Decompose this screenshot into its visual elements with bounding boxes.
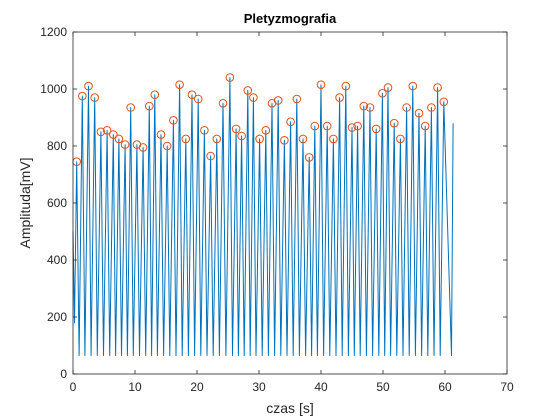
y-tick-label: 400	[47, 253, 67, 267]
peak-marker	[145, 101, 154, 111]
signal-layer	[72, 77, 454, 356]
peak-marker	[109, 130, 118, 139]
peak-marker	[218, 99, 228, 108]
axes	[72, 31, 508, 375]
peak-marker	[84, 81, 93, 91]
y-tick-label: 1200	[40, 25, 67, 39]
peak-marker	[316, 80, 326, 89]
peak-marker	[120, 140, 130, 149]
peak-marker	[420, 121, 430, 131]
peak-marker	[212, 134, 222, 144]
x-tick-label: 60	[438, 380, 452, 394]
peak-marker	[138, 143, 148, 152]
peak-marker	[389, 118, 399, 128]
peak-marker	[383, 83, 393, 92]
peak-marker	[286, 117, 295, 127]
peak-marker	[304, 153, 314, 162]
x-tick-label: 10	[128, 380, 142, 394]
peak-marker	[335, 93, 344, 102]
peak-marker	[126, 103, 135, 112]
peak-marker	[359, 101, 369, 111]
signal-line	[72, 77, 454, 356]
peak-marker	[169, 116, 178, 125]
peak-marker	[193, 94, 203, 104]
peak-marker	[378, 89, 387, 98]
x-tick-label: 0	[70, 380, 77, 394]
peak-marker	[96, 127, 106, 137]
peak-marker	[439, 97, 449, 107]
peak-marker	[353, 121, 362, 131]
peak-marker	[280, 136, 289, 145]
peak-marker	[427, 103, 436, 112]
peak-marker	[365, 103, 375, 112]
x-axis-label: czas [s]	[266, 400, 313, 416]
peak-marker	[261, 126, 271, 135]
x-tick-label: 70	[500, 380, 514, 394]
peak-marker	[341, 81, 351, 91]
peak-marker	[249, 93, 258, 102]
peak-marker	[237, 131, 246, 141]
y-tick-label: 1000	[40, 82, 67, 96]
x-tick-label: 40	[314, 380, 328, 394]
y-tick-label: 600	[47, 196, 67, 210]
x-tick-label: 30	[252, 380, 266, 394]
peak-marker	[206, 151, 215, 161]
peak-marker	[225, 73, 235, 82]
y-tick-label: 800	[47, 139, 67, 153]
peak-marker	[200, 126, 209, 135]
peak-marker	[231, 124, 241, 134]
peak-marker	[150, 90, 160, 99]
peak-marker	[329, 134, 338, 144]
peak-marker	[187, 90, 197, 99]
peak-marker	[371, 124, 381, 134]
peak-marker	[156, 130, 166, 139]
peak-marker	[322, 121, 332, 131]
peak-marker	[255, 134, 264, 144]
y-tick-label: 0	[60, 367, 67, 381]
peak-marker	[298, 134, 308, 144]
peak-marker	[347, 123, 357, 132]
peak-marker	[402, 103, 411, 112]
chart-title: Pletyzmografia	[244, 11, 337, 26]
x-tick-label: 50	[376, 380, 390, 394]
peak-marker	[433, 83, 442, 92]
y-axis-label: Amplituda[mV]	[17, 157, 33, 248]
peak-marker	[292, 94, 302, 104]
peak-marker	[408, 81, 418, 91]
peak-markers	[72, 73, 449, 166]
x-tick-label: 20	[190, 380, 204, 394]
peak-marker	[78, 91, 87, 101]
peak-marker	[175, 80, 184, 89]
peak-marker	[90, 93, 99, 102]
peak-marker	[310, 121, 320, 131]
peak-marker	[181, 134, 191, 144]
peak-marker	[114, 134, 124, 144]
peak-marker	[162, 141, 172, 151]
peak-marker	[102, 126, 112, 135]
y-tick-label: 200	[47, 310, 67, 324]
tick-labels: 0 10 20 30 40 50 60 70 0 200 400 600 800 1000 1200	[40, 25, 514, 394]
peak-marker	[273, 96, 283, 105]
peak-marker	[243, 86, 253, 95]
peak-marker	[414, 108, 424, 118]
peak-marker	[396, 134, 405, 144]
